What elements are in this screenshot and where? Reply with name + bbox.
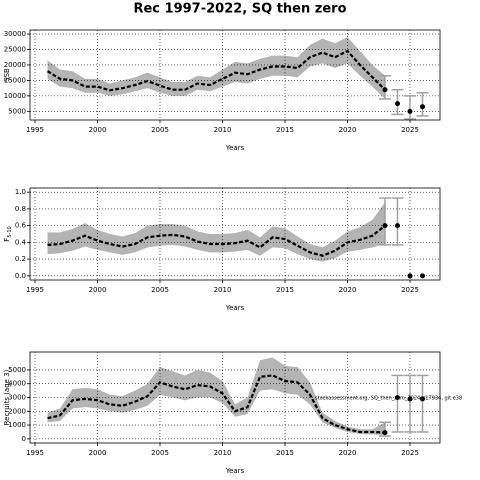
x-tick-label: 2010 [214,286,232,294]
y-axis-label-sub: 5-10 [7,226,13,237]
x-tick-label: 2000 [89,126,107,134]
x-tick-label: 2005 [151,449,169,457]
x-tick-label: 1995 [26,449,44,457]
y-tick-label: 5000 [8,107,26,115]
projection-point [382,223,388,229]
x-tick-label: 2005 [151,286,169,294]
projection-point [420,273,425,279]
y-axis-label-main: F [3,238,11,242]
projection-point [420,104,425,110]
confidence-band [47,357,385,436]
projection-point [395,395,400,400]
x-tick-label: 2005 [151,126,169,134]
y-axis-label: SSB [3,68,11,82]
figure-title: Rec 1997-2022, SQ then zero [133,2,346,17]
y-tick-label: 0.8 [15,205,26,213]
x-tick-label: 2020 [339,286,357,294]
y-tick-label: 1.0 [15,188,26,196]
y-tick-label: 1000 [8,421,26,429]
projection-point [382,87,388,93]
y-tick-label: 5000 [8,366,26,374]
projection-point [382,430,388,436]
confidence-band [47,37,385,99]
x-tick-label: 2010 [214,126,232,134]
x-tick-label: 2000 [89,286,107,294]
x-axis-label: Years [225,144,245,152]
y-tick-label: 0.2 [15,255,26,263]
y-tick-label: 0.6 [15,222,27,230]
x-tick-label: 2010 [214,449,232,457]
y-tick-label: 30000 [4,30,26,38]
y-tick-label: 25000 [4,45,26,53]
x-tick-label: 2015 [276,449,294,457]
x-tick-label: 2020 [339,449,357,457]
x-tick-label: 2020 [339,126,357,134]
projection-point [407,273,413,279]
y-tick-label: 3000 [8,394,26,402]
median-line [47,224,386,257]
confidence-band [47,202,385,262]
y-tick-label: 0.0 [15,272,26,280]
y-tick-label: 10000 [4,92,26,100]
x-tick-label: 2025 [401,449,419,457]
y-tick-label: 4000 [8,380,26,388]
x-tick-label: 2000 [89,449,107,457]
y-tick-label: 0.4 [15,238,27,246]
projection-point [395,101,400,107]
projection-point [395,223,400,229]
x-tick-label: 2015 [276,286,294,294]
projection-point [420,396,425,402]
y-tick-label: 15000 [4,76,26,84]
x-tick-label: 1995 [26,286,44,294]
x-tick-label: 2025 [401,286,419,294]
projection-point [407,396,413,402]
x-tick-label: 2025 [401,126,419,134]
plot-frame [29,29,441,121]
y-axis-label: Recruits (age 3) [3,369,11,425]
y-tick-label: 0 [22,435,26,443]
median-line [46,49,386,92]
median-line [47,374,386,434]
y-axis-label-main: Recruits (age 3) [3,369,11,425]
x-axis-label: Years [225,467,245,475]
projection-point [407,108,413,114]
x-axis-label: Years [225,304,245,312]
y-tick-label: 20000 [4,61,26,69]
footnote: stockassessment.org, SQ_then_zero_2024, … [315,396,462,402]
y-axis-label-main: SSB [3,68,11,82]
y-tick-label: 2000 [8,407,26,415]
plot-frame [29,187,441,281]
y-axis-label: F5-10 [3,226,13,241]
x-tick-label: 1995 [26,126,44,134]
x-tick-label: 2015 [276,126,294,134]
